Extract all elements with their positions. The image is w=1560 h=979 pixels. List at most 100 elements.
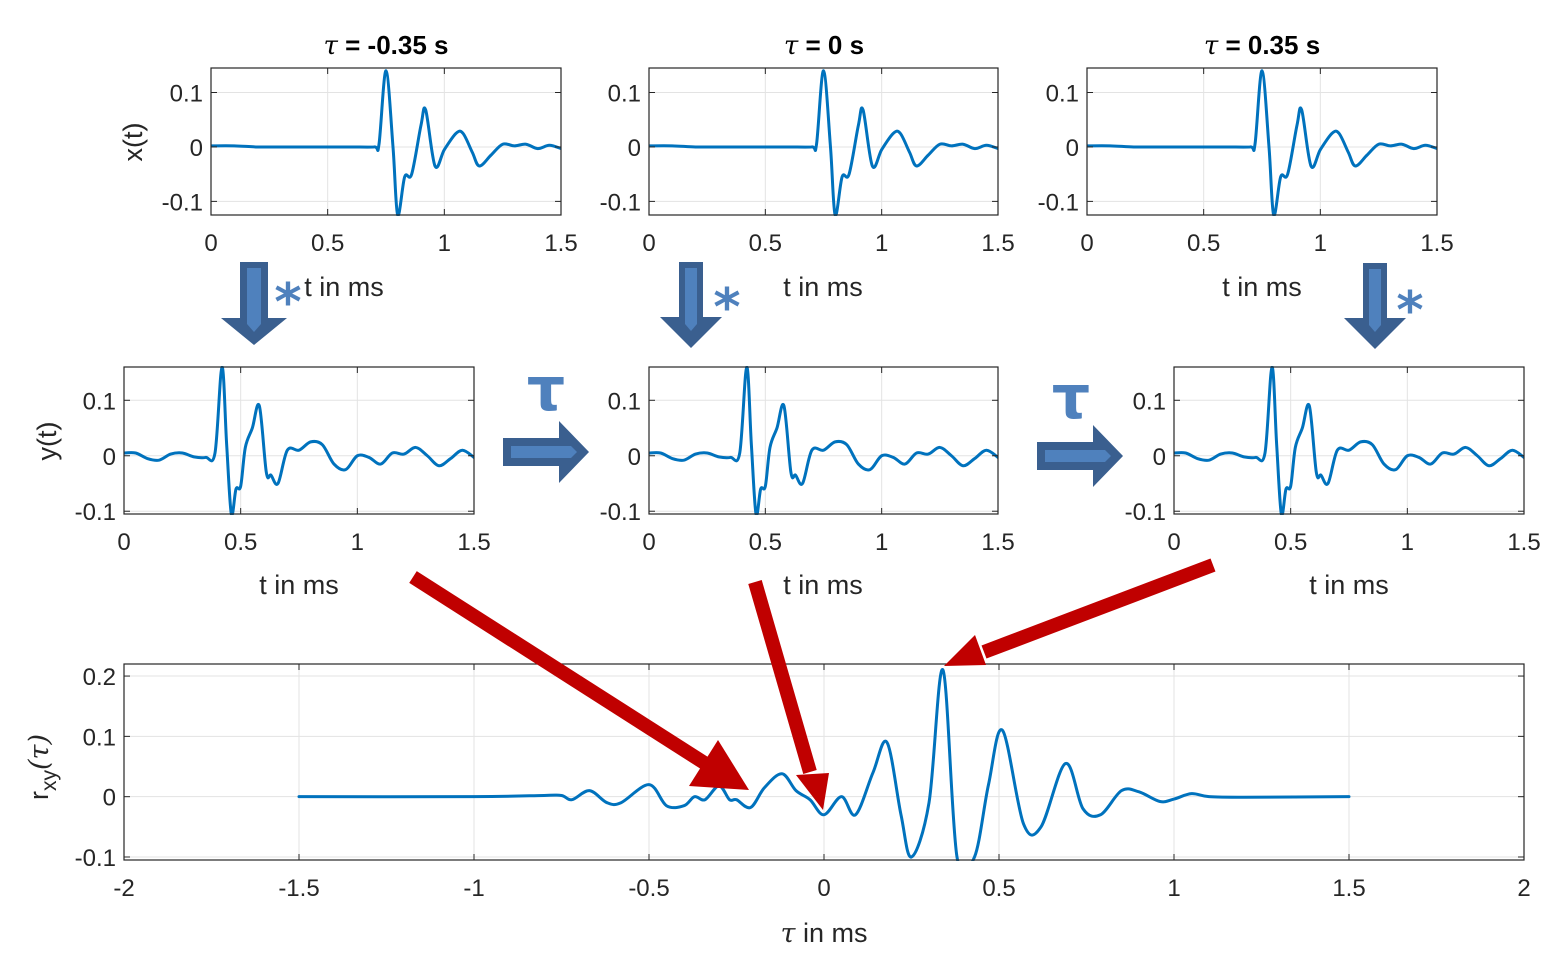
x-label-top-left: t in ms — [304, 272, 384, 302]
x-tick-label: 1.5 — [544, 230, 577, 257]
x-tick-label: 0.5 — [1274, 529, 1307, 556]
x-tick-label: 1.5 — [981, 230, 1014, 257]
y-tick-label: 0 — [1066, 135, 1079, 162]
data-line — [1087, 69, 1437, 216]
x-tick-label: 0.5 — [224, 529, 257, 556]
y-tick-label: 0.1 — [608, 81, 641, 108]
y-tick-label: 0.2 — [83, 664, 116, 691]
x-tick-label: 0 — [817, 875, 830, 902]
y-tick-label: -0.1 — [600, 499, 641, 526]
axes-box — [648, 67, 999, 216]
asterisk-icon: * — [1396, 281, 1423, 341]
red-arrow-right — [944, 558, 1216, 666]
x-tick-label: 1.5 — [981, 529, 1014, 556]
x-tick-label: 2 — [1517, 875, 1530, 902]
data-line — [211, 69, 561, 216]
y-tick-label: 0.1 — [83, 724, 116, 751]
x-tick-label: 0.5 — [749, 529, 782, 556]
asterisk-icon: * — [274, 273, 301, 333]
x-tick-label: -0.5 — [628, 875, 669, 902]
plot-x-tau-zero: 0 0.5 1 1.50.10-0.1 — [600, 67, 1015, 257]
y-tick-label: -0.1 — [1038, 189, 1079, 216]
x-tick-label: 1 — [438, 230, 451, 257]
y-tick-label: 0.1 — [1133, 388, 1166, 415]
data-line — [297, 668, 1351, 861]
y-tick-label: -0.1 — [75, 845, 116, 872]
red-arrow-left — [409, 571, 749, 790]
plot-y-1: 0 0.5 1 1.50.10-0.1 — [75, 366, 491, 556]
x-tick-label: 0 — [642, 230, 655, 257]
x-tick-label: 0 — [204, 230, 217, 257]
x-tick-label: 0 — [1167, 529, 1180, 556]
data-line — [649, 366, 998, 515]
y-tick-label: 0.1 — [170, 81, 203, 108]
axes-box — [1173, 366, 1525, 515]
y-tick-label: 0 — [1153, 444, 1166, 471]
x-tick-label: 1.5 — [457, 529, 490, 556]
plot-cross-correlation: -2 -1.5 -1 -0.5 0 0.5 1 1.5 2 0.2 0.1 0 -0.1 — [75, 663, 1531, 902]
x-label-mid-left: t in ms — [259, 570, 339, 600]
convolution-arrow-mid: * — [660, 262, 741, 348]
y-tick-label: 0 — [628, 135, 641, 162]
y-tick-label: -0.1 — [162, 189, 203, 216]
x-tick-label: 0.5 — [749, 230, 782, 257]
data-line — [1174, 366, 1524, 515]
axes-box — [123, 366, 475, 515]
plot-x-tau-neg: 0 0.5 1 1.50.10-0.1 — [162, 67, 578, 257]
x-tick-label: 0.5 — [1187, 230, 1220, 257]
title-tau-zero: τ = 0 s — [784, 30, 864, 61]
x-label-tau-in-ms: τ in ms — [781, 918, 868, 949]
y-tick-label: -0.1 — [1125, 499, 1166, 526]
tau-shift-icon: τ — [1052, 363, 1090, 433]
x-tick-label: 1.5 — [1420, 230, 1453, 257]
x-tick-label: 0 — [642, 529, 655, 556]
x-tick-label: -1 — [463, 875, 484, 902]
x-tick-label: 0 — [1080, 230, 1093, 257]
y-tick-label: 0.1 — [1046, 81, 1079, 108]
y-tick-label: 0.1 — [83, 388, 116, 415]
x-tick-label: 1 — [875, 230, 888, 257]
x-tick-label: 1.5 — [1332, 875, 1365, 902]
y-tick-label: 0 — [628, 444, 641, 471]
axes-box — [1086, 67, 1438, 216]
y-label-x-of-t: x(t) — [118, 123, 148, 162]
shift-arrow-1: τ — [503, 355, 589, 483]
x-tick-label: 1 — [875, 529, 888, 556]
y-tick-label: 0 — [103, 785, 116, 812]
x-tick-label: 1 — [1314, 230, 1327, 257]
red-arrow-mid — [748, 580, 829, 810]
y-label-y-of-t: y(t) — [32, 422, 62, 461]
plot-x-tau-pos: 0 0.5 1 1.50.10-0.1 — [1038, 67, 1454, 257]
svg-text:rxy(τ): rxy(τ) — [24, 734, 61, 800]
convolution-arrow-left: * — [221, 262, 302, 345]
x-tick-label: 0.5 — [311, 230, 344, 257]
x-tick-label: 1 — [1401, 529, 1414, 556]
x-tick-label: 1 — [1167, 875, 1180, 902]
x-tick-label: 0 — [117, 529, 130, 556]
x-tick-label: 1.5 — [1507, 529, 1540, 556]
y-tick-label: -0.1 — [600, 189, 641, 216]
convolution-arrow-right: * — [1344, 263, 1424, 349]
y-label-rxy: rxy(τ) — [24, 734, 61, 800]
x-label-top-right: t in ms — [1222, 272, 1302, 302]
title-tau-pos: τ = 0.35 s — [1204, 30, 1320, 61]
plot-y-3: 0 0.5 1 1.50.10-0.1 — [1125, 366, 1541, 556]
x-tick-label: -2 — [113, 875, 134, 902]
x-label-mid-mid: t in ms — [783, 570, 863, 600]
x-tick-label: -1.5 — [278, 875, 319, 902]
data-line — [124, 366, 474, 515]
x-tick-label: 1 — [351, 529, 364, 556]
plot-y-2: 0 0.5 1 1.50.10-0.1 — [600, 366, 1015, 556]
tau-shift-icon: τ — [527, 355, 565, 425]
x-tick-label: 0.5 — [982, 875, 1015, 902]
x-label-top-mid: t in ms — [783, 272, 863, 302]
y-tick-label: -0.1 — [75, 499, 116, 526]
data-line — [649, 69, 998, 216]
shift-arrow-2: τ — [1037, 363, 1123, 487]
axes-box — [210, 67, 562, 216]
y-tick-label: 0 — [103, 444, 116, 471]
y-tick-label: 0 — [190, 135, 203, 162]
title-tau-neg: τ = -0.35 s — [324, 30, 449, 61]
y-tick-label: 0.1 — [608, 388, 641, 415]
